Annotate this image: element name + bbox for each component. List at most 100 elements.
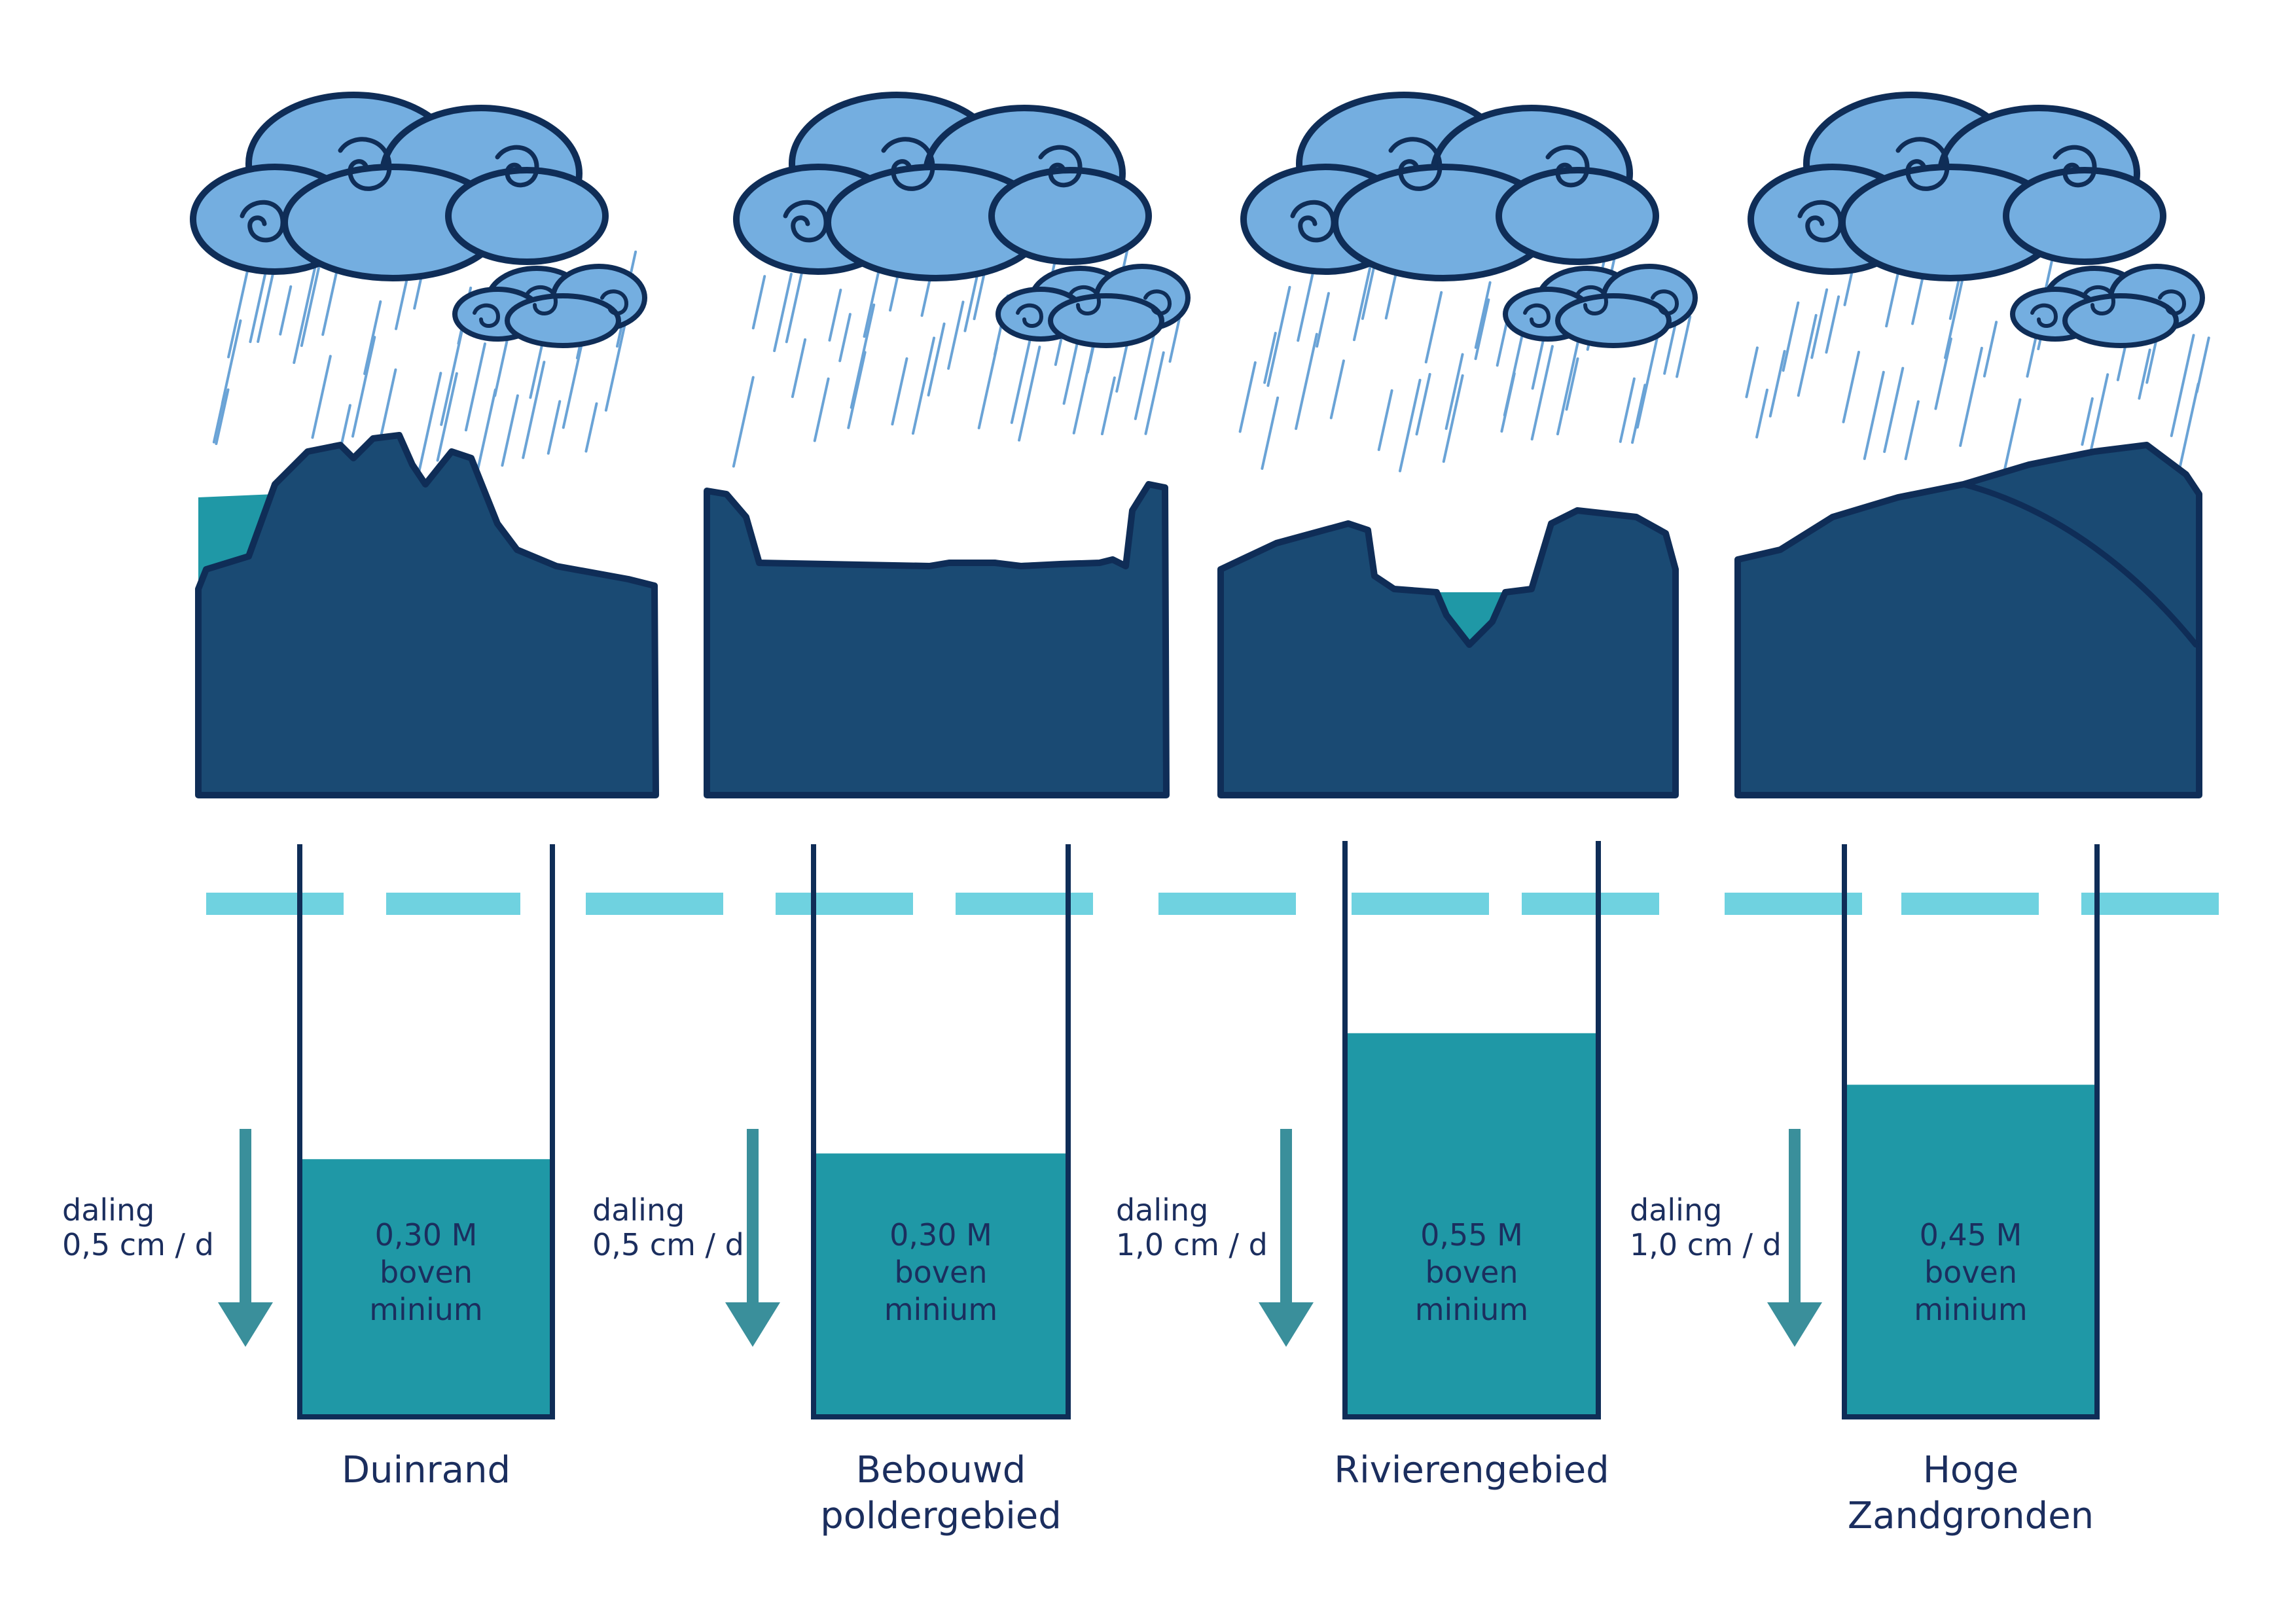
landscape-profile bbox=[1734, 442, 2202, 798]
region-name: Hoge bbox=[1923, 1449, 2018, 1491]
reference-dash bbox=[1725, 893, 1862, 915]
reference-dash bbox=[1901, 893, 2039, 915]
arrow-head bbox=[725, 1302, 780, 1347]
arrow-shaft bbox=[1280, 1129, 1292, 1306]
raindrop-line bbox=[1398, 378, 1422, 473]
raindrop-line bbox=[321, 264, 340, 336]
level-text: boven bbox=[894, 1255, 987, 1290]
level-text: minium bbox=[884, 1292, 998, 1327]
raindrop-line bbox=[227, 255, 253, 359]
raindrop-line bbox=[1415, 372, 1431, 436]
raindrop-line bbox=[1100, 376, 1116, 436]
raindrop-line bbox=[584, 402, 598, 453]
raindrop-line bbox=[911, 336, 936, 435]
raindrop-line bbox=[1810, 288, 1829, 359]
decline-rate: 0,5 cm / d bbox=[62, 1227, 214, 1262]
raindrop-line bbox=[1424, 291, 1443, 364]
reference-dash bbox=[776, 893, 913, 915]
raindrop-line bbox=[1316, 292, 1330, 348]
region-name-line2: Zandgronden bbox=[1848, 1495, 2094, 1537]
raindrop-line bbox=[2170, 334, 2195, 437]
raindrop-line bbox=[1474, 298, 1490, 361]
raindrop-line bbox=[501, 394, 519, 467]
gauge-outline bbox=[1842, 844, 2100, 1419]
raindrop-line bbox=[215, 388, 230, 446]
reference-level-dashed-line bbox=[206, 893, 2219, 915]
raindrop-line bbox=[604, 317, 628, 412]
raindrop-line bbox=[379, 368, 397, 441]
decline-arrow-icon bbox=[218, 1129, 273, 1347]
raindrop-line bbox=[1565, 357, 1579, 411]
raindrop-line bbox=[2081, 397, 2094, 446]
raindrop-line bbox=[1144, 351, 1165, 435]
arrow-shaft bbox=[240, 1129, 251, 1306]
level-text: minium bbox=[1415, 1292, 1529, 1327]
raindrop-line bbox=[1619, 377, 1636, 443]
reference-dash bbox=[1522, 893, 1659, 915]
raindrop-line bbox=[1825, 295, 1840, 354]
region-name: Rivierengebied bbox=[1334, 1449, 1609, 1491]
raindrop-line bbox=[395, 270, 410, 330]
level-text: minium bbox=[1914, 1292, 2028, 1327]
region-name: Duinrand bbox=[342, 1449, 511, 1491]
reference-dash bbox=[586, 893, 723, 915]
large-cloud-icon bbox=[193, 95, 605, 278]
raindrop-line bbox=[850, 303, 876, 409]
raindrop-line bbox=[977, 346, 998, 429]
raindrop-line bbox=[1631, 383, 1647, 444]
region-name: Bebouwd bbox=[856, 1449, 1026, 1491]
cloud-icon bbox=[1751, 95, 2202, 346]
raindrop-line bbox=[1797, 313, 1818, 397]
gauge-outline bbox=[811, 844, 1071, 1419]
raindrop-line bbox=[1062, 341, 1079, 405]
raindrop-line bbox=[2138, 348, 2151, 400]
raindrop-line bbox=[1782, 301, 1800, 372]
decline-arrow-icon bbox=[725, 1129, 780, 1347]
raindrop-line bbox=[1904, 400, 1920, 461]
raindrop-line bbox=[417, 372, 442, 474]
level-text: boven bbox=[1425, 1255, 1518, 1290]
surface-water bbox=[1437, 592, 1505, 645]
raindrop-line bbox=[351, 336, 376, 438]
raindrop-line bbox=[1768, 349, 1786, 418]
raindrop-line bbox=[1295, 332, 1318, 430]
raindrop-line bbox=[2195, 336, 2210, 393]
raindrop-line bbox=[1442, 374, 1464, 463]
raindrop-line bbox=[838, 313, 852, 363]
reference-dash bbox=[2081, 893, 2219, 915]
raindrop-line bbox=[732, 376, 755, 468]
raindrop-line bbox=[1238, 361, 1257, 433]
raindrop-line bbox=[293, 266, 317, 365]
arrow-shaft bbox=[1789, 1129, 1801, 1306]
decline-rate: 1,0 cm / d bbox=[1116, 1227, 1268, 1262]
raindrop-line bbox=[311, 355, 332, 439]
raindrop-line bbox=[1377, 389, 1393, 452]
raindrop-line bbox=[1530, 345, 1554, 441]
reference-dash bbox=[1158, 893, 1296, 915]
cloud-icon bbox=[193, 95, 645, 346]
raindrop-line bbox=[1982, 321, 1998, 378]
landscape-profile bbox=[195, 432, 659, 798]
raindrop-line bbox=[562, 344, 583, 429]
raindrop-line bbox=[464, 342, 486, 432]
level-text: 0,30 M bbox=[375, 1217, 478, 1253]
gauge-outline bbox=[1342, 841, 1601, 1419]
raindrop-line bbox=[1676, 315, 1692, 378]
arrow-head bbox=[1767, 1302, 1822, 1347]
level-text: 0,30 M bbox=[889, 1217, 992, 1253]
decline-rate: 1,0 cm / d bbox=[1630, 1227, 1782, 1262]
reference-dash bbox=[206, 893, 344, 915]
level-text: 0,45 M bbox=[1920, 1217, 2022, 1253]
decline-label: daling bbox=[1630, 1192, 1722, 1228]
raindrop-line bbox=[1018, 346, 1041, 442]
raindrop-line bbox=[300, 266, 321, 348]
groundwater-fill bbox=[1844, 1084, 2097, 1417]
level-text: boven bbox=[1924, 1255, 2017, 1290]
raindrop-line bbox=[891, 357, 908, 426]
arrow-head bbox=[218, 1302, 273, 1347]
